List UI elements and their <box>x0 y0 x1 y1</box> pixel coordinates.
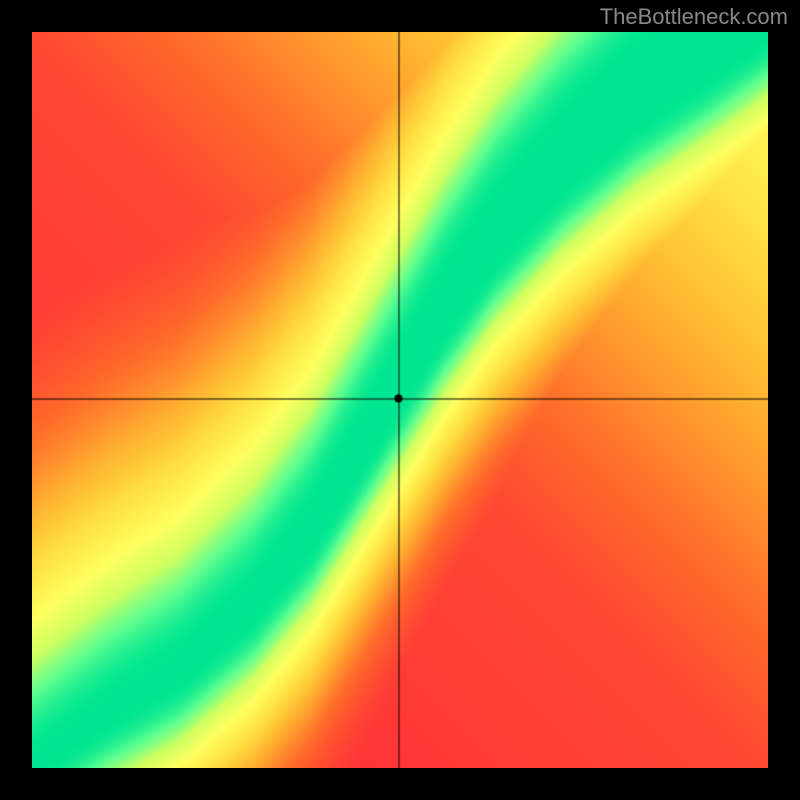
heatmap-canvas <box>32 32 768 768</box>
heatmap-plot <box>32 32 768 768</box>
watermark-text: TheBottleneck.com <box>600 4 788 30</box>
chart-container: TheBottleneck.com <box>0 0 800 800</box>
